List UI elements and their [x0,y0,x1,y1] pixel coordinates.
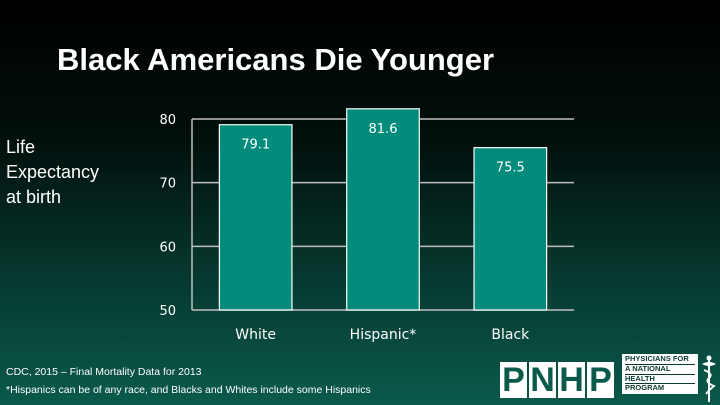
value-label: 75.5 [496,161,525,176]
y-tick-label: 60 [159,240,176,255]
chart-title: Black Americans Die Younger [57,42,495,77]
logo-text-block: PHYSICIANS FOR A NATIONAL HEALTH PROGRAM [622,354,698,395]
value-labels: 79.1 81.6 75.5 [241,122,525,176]
category-label: Hispanic* [350,327,417,343]
category-label: White [235,327,276,343]
y-axis-label-line-2: Expectancy [6,162,100,182]
y-axis-label-line-3: at birth [6,187,62,207]
y-tick-label: 50 [159,304,176,319]
value-label: 81.6 [369,122,398,137]
y-tick-label: 70 [159,177,176,192]
logo-letter: P [500,362,527,398]
logo-letter: H [558,361,585,399]
source-citation: CDC, 2015 – Final Mortality Data for 201… [6,366,202,378]
footnote: *Hispanics can be of any race, and Black… [6,384,371,396]
logo-text-line: A NATIONAL [625,364,695,375]
y-tick-label: 80 [159,113,176,128]
bar [218,124,293,311]
caduceus-icon [702,355,716,402]
value-label: 79.1 [241,138,270,153]
y-axis-label-line-1: Life [6,137,36,157]
logo-letter: N [529,361,556,399]
pnhp-logo: P N H P PHYSICIANS FOR A NATIONAL HEALTH… [500,352,720,405]
bars [218,108,548,311]
logo-text-line: PHYSICIANS FOR [625,354,695,365]
logo-letter: P [587,362,614,398]
y-tick-labels: 50 60 70 80 [159,113,176,319]
logo-text-line: PROGRAM [625,383,665,393]
bar [473,147,548,311]
category-labels: White Hispanic* Black [235,327,530,343]
logo-text-line: HEALTH [625,374,695,385]
logo-letters: P N H P [500,362,616,398]
y-axis-label: Life Expectancy at birth [6,135,136,210]
bar [346,108,420,311]
category-label: Black [491,327,530,343]
